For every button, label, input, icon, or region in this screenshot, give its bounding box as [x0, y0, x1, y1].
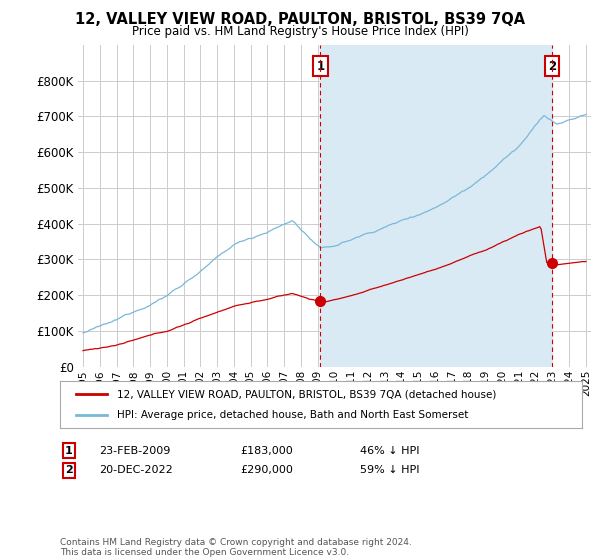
Text: 1: 1	[65, 446, 73, 456]
Text: 20-DEC-2022: 20-DEC-2022	[99, 465, 173, 475]
Text: 2: 2	[65, 465, 73, 475]
Text: HPI: Average price, detached house, Bath and North East Somerset: HPI: Average price, detached house, Bath…	[118, 410, 469, 420]
Bar	[320, 45, 552, 367]
Text: 59% ↓ HPI: 59% ↓ HPI	[360, 465, 419, 475]
Text: £183,000: £183,000	[240, 446, 293, 456]
Text: Price paid vs. HM Land Registry's House Price Index (HPI): Price paid vs. HM Land Registry's House …	[131, 25, 469, 38]
Text: 12, VALLEY VIEW ROAD, PAULTON, BRISTOL, BS39 7QA (detached house): 12, VALLEY VIEW ROAD, PAULTON, BRISTOL, …	[118, 389, 497, 399]
Text: Contains HM Land Registry data © Crown copyright and database right 2024.
This d: Contains HM Land Registry data © Crown c…	[60, 538, 412, 557]
Text: £290,000: £290,000	[240, 465, 293, 475]
Text: 1: 1	[316, 60, 325, 73]
Text: 2: 2	[548, 60, 556, 73]
Text: 12, VALLEY VIEW ROAD, PAULTON, BRISTOL, BS39 7QA: 12, VALLEY VIEW ROAD, PAULTON, BRISTOL, …	[75, 12, 525, 27]
Text: 23-FEB-2009: 23-FEB-2009	[99, 446, 170, 456]
Text: 46% ↓ HPI: 46% ↓ HPI	[360, 446, 419, 456]
